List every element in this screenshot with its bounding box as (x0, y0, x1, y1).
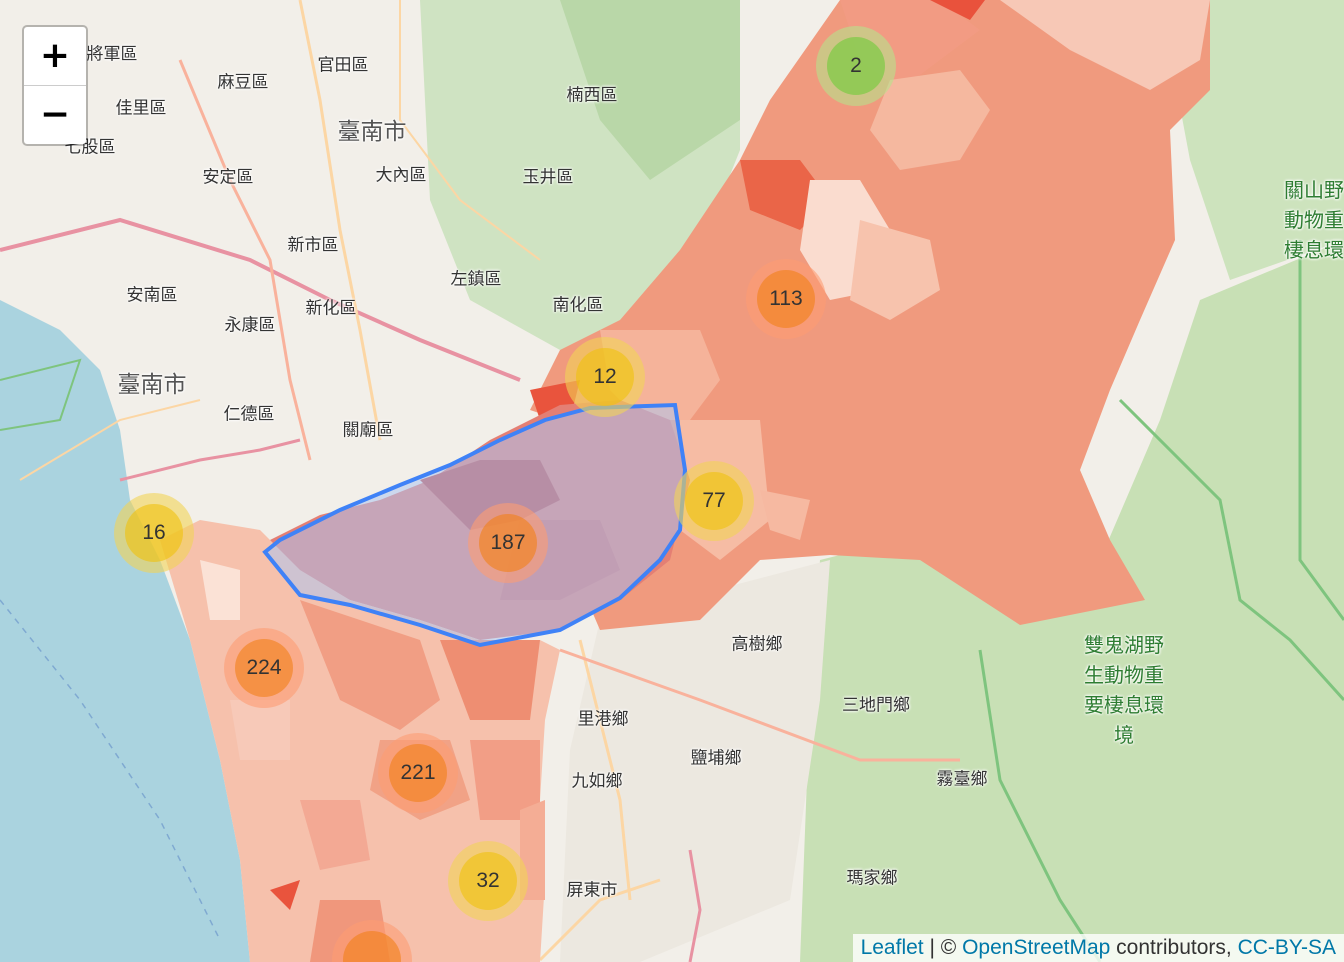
place-label: 臺南市 (117, 372, 187, 398)
cluster-count: 224 (235, 639, 293, 697)
place-label: 安定區 (202, 167, 254, 188)
park-label: 雙鬼湖野 生動物重 要棲息環 境 (1084, 633, 1164, 747)
cluster-marker[interactable]: 16 (114, 493, 194, 573)
place-label: 安南區 (126, 285, 178, 306)
place-label: 玉井區 (522, 167, 574, 188)
place-label: 麻豆區 (217, 72, 269, 93)
cluster-marker[interactable]: 113 (746, 259, 826, 339)
place-label: 關廟區 (342, 420, 394, 441)
park-label: 關山野 動物重 棲息環 (1284, 178, 1344, 262)
attribution-separator: | © (923, 936, 963, 959)
place-label: 屏東市 (566, 880, 618, 901)
osm-link[interactable]: OpenStreetMap (962, 936, 1111, 959)
place-label: 新化區 (305, 298, 357, 319)
license-link[interactable]: CC-BY-SA (1237, 936, 1336, 959)
place-label: 仁德區 (223, 404, 275, 425)
zoom-control: + − (22, 25, 88, 146)
place-label: 臺南市 (337, 119, 407, 145)
cluster-marker[interactable]: 12 (565, 337, 645, 417)
place-label: 永康區 (224, 315, 276, 336)
zoom-out-button[interactable]: − (39, 94, 71, 135)
cluster-marker[interactable]: 2 (816, 26, 896, 106)
place-label: 新市區 (287, 235, 339, 256)
place-label: 佳里區 (115, 98, 167, 119)
place-label: 里港鄉 (577, 709, 629, 730)
cluster-count: 2 (827, 37, 885, 95)
place-label: 楠西區 (566, 85, 618, 106)
place-label: 高樹鄉 (731, 634, 783, 655)
cluster-marker[interactable]: 221 (378, 733, 458, 813)
attribution-contrib: contributors, (1110, 936, 1238, 959)
leaflet-link[interactable]: Leaflet (860, 936, 924, 959)
cluster-marker[interactable]: 77 (674, 461, 754, 541)
place-label: 左鎮區 (450, 269, 502, 290)
cluster-count (343, 931, 401, 962)
place-label: 南化區 (552, 295, 604, 316)
place-label: 大內區 (375, 165, 427, 186)
cluster-count: 187 (479, 514, 537, 572)
place-label: 將軍區 (86, 44, 138, 65)
place-label: 官田區 (317, 55, 369, 76)
place-label: 鹽埔鄉 (690, 748, 742, 769)
cluster-count: 221 (389, 744, 447, 802)
cluster-count: 12 (576, 348, 634, 406)
place-label: 九如鄉 (571, 771, 623, 792)
cluster-count: 113 (757, 270, 815, 328)
place-label: 三地門鄉 (842, 695, 910, 716)
cluster-marker[interactable]: 32 (448, 841, 528, 921)
place-label: 瑪家鄉 (846, 868, 898, 889)
cluster-count: 32 (459, 852, 517, 910)
cluster-marker[interactable]: 187 (468, 503, 548, 583)
attribution: Leaflet | © OpenStreetMap contributors, … (852, 934, 1344, 962)
cluster-count: 16 (125, 504, 183, 562)
zoom-in-button[interactable]: + (24, 27, 86, 86)
cluster-marker[interactable]: 224 (224, 628, 304, 708)
place-label: 霧臺鄉 (936, 769, 988, 790)
cluster-count: 77 (685, 472, 743, 530)
